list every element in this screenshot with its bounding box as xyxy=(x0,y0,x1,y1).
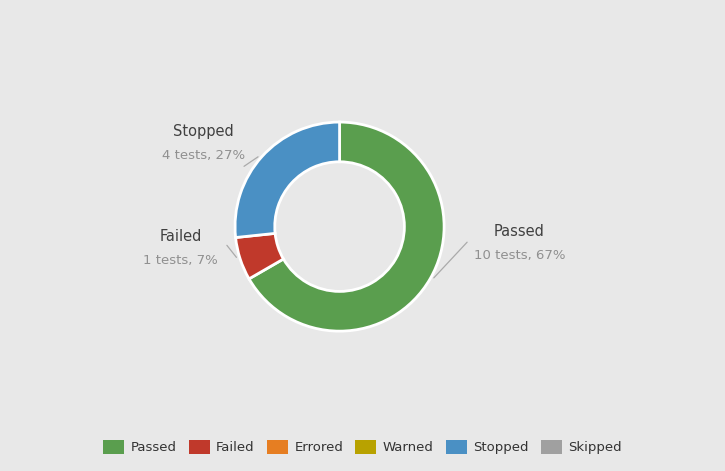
Text: Failed: Failed xyxy=(160,228,202,244)
Legend: Passed, Failed, Errored, Warned, Stopped, Skipped: Passed, Failed, Errored, Warned, Stopped… xyxy=(98,435,627,460)
Text: 10 tests, 67%: 10 tests, 67% xyxy=(473,249,565,262)
Text: 1 tests, 7%: 1 tests, 7% xyxy=(144,253,218,267)
Text: Stopped: Stopped xyxy=(173,124,234,139)
Text: 4 tests, 27%: 4 tests, 27% xyxy=(162,149,245,162)
Wedge shape xyxy=(249,122,444,331)
Wedge shape xyxy=(236,233,283,279)
Wedge shape xyxy=(235,122,339,237)
Text: Passed: Passed xyxy=(494,224,544,239)
